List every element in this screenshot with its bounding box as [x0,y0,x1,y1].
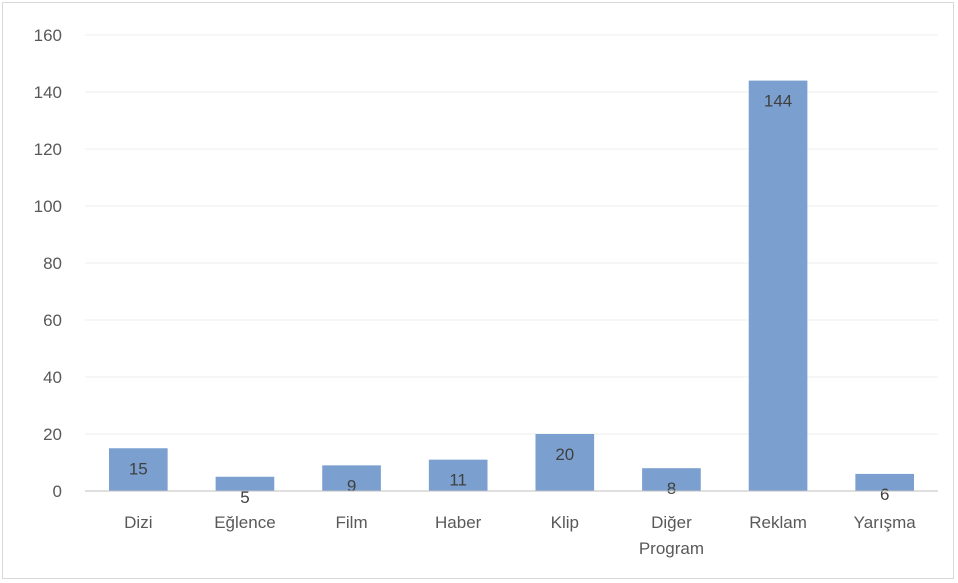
bar [748,80,808,491]
category-label: Yarışma [854,513,917,532]
bar [322,465,381,491]
y-tick-label: 140 [34,83,62,102]
data-label: 144 [764,92,792,111]
data-label: 15 [129,459,148,478]
bar [535,434,595,491]
data-label: 9 [347,476,356,495]
category-label: Program [639,539,704,558]
category-label: Haber [435,513,482,532]
y-tick-label: 80 [43,254,62,273]
bar [108,448,168,491]
data-label: 6 [880,485,889,504]
y-tick-label: 40 [43,368,62,387]
gridlines [85,34,938,435]
y-tick-label: 0 [53,482,62,501]
y-tick-label: 100 [34,197,62,216]
y-tick-label: 60 [43,311,62,330]
data-label: 20 [555,445,574,464]
category-label: Reklam [749,513,807,532]
category-label: Film [336,513,368,532]
data-label: 11 [449,471,467,490]
x-axis-labels: Dizi Eğlence Film Haber Klip Diğer Program Rekl… [124,513,916,558]
bars: 15 5 9 11 20 8 144 6 [108,80,915,507]
bar [215,476,275,491]
y-axis-ticks: 0 20 40 60 80 100 120 140 160 [34,26,62,501]
data-label: 8 [667,479,676,498]
y-tick-label: 160 [34,26,62,45]
bar [855,473,915,491]
category-label: Klip [551,513,579,532]
bar [428,459,488,491]
y-tick-label: 120 [34,140,62,159]
data-label: 5 [240,488,249,507]
category-label: Dizi [124,513,152,532]
category-label: Eğlence [214,513,275,532]
category-label: Diğer [651,513,692,532]
y-tick-label: 20 [43,425,62,444]
bar [642,468,701,491]
